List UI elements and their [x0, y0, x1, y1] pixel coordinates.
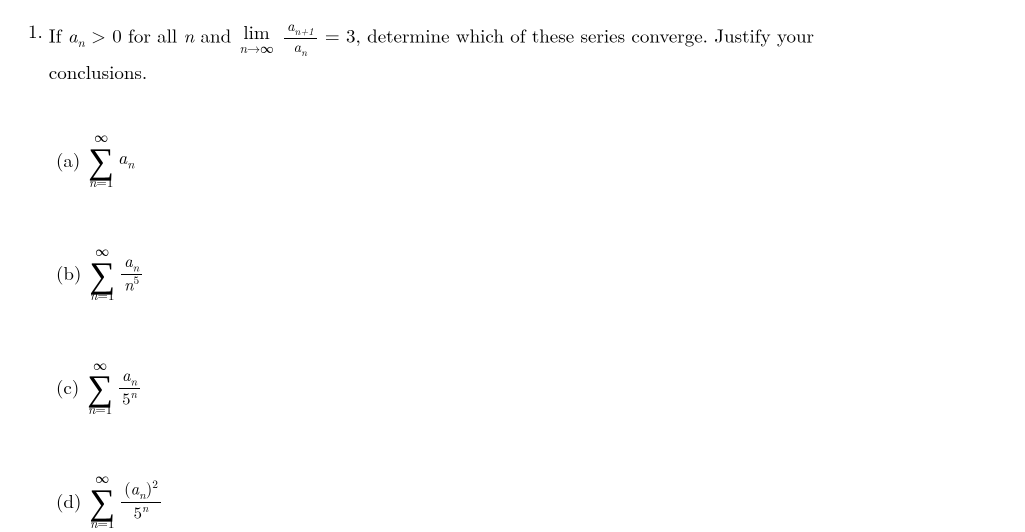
part-c-num-base: a — [122, 362, 131, 386]
part-a-series: ∞ ∑ n=1 an — [88, 130, 134, 188]
ratio-fraction: an+1 an — [284, 18, 317, 59]
text-and: and — [194, 21, 237, 48]
part-c: (c) ∞ ∑ n=1 an 5n — [56, 358, 997, 416]
part-b-num-base: a — [124, 248, 133, 272]
question-number: 1. — [28, 18, 43, 44]
tail-text: determine which of these series converge… — [361, 21, 814, 48]
sum-bottom: n=1 — [87, 402, 113, 415]
part-a-term-base: a — [118, 145, 127, 170]
sum-block: ∞ ∑ n=1 — [88, 130, 114, 188]
sum-bottom-n: n — [90, 513, 97, 532]
sum-block: ∞ ∑ n=1 — [89, 471, 115, 529]
part-d: (d) ∞ ∑ n=1 (an)2 5n — [56, 471, 997, 529]
part-b-den-sup: 5 — [134, 272, 140, 288]
part-b-label: (b) — [56, 259, 81, 286]
part-b-den-base: n — [124, 272, 133, 296]
sum-bottom: n=1 — [89, 516, 115, 529]
limit-bottom: n→∞ — [240, 41, 274, 54]
limit-block: lim n→∞ — [240, 22, 274, 54]
sum-bottom: n=1 — [88, 175, 114, 188]
part-b-den: n5 — [121, 275, 142, 293]
text-gt: > 0 for all — [85, 21, 184, 48]
part-d-den: 5n — [121, 503, 161, 521]
var-a-sub: n — [78, 32, 85, 51]
part-a: (a) ∞ ∑ n=1 an — [56, 130, 997, 188]
question-block: 1. If an > 0 for all n and lim n→∞ an+1 … — [28, 18, 997, 84]
sum-bottom-eq: =1 — [97, 513, 114, 532]
part-a-label: (a) — [56, 146, 80, 173]
part-c-den-base: 5 — [122, 385, 130, 409]
part-b-series: ∞ ∑ n=1 an n5 — [89, 244, 142, 302]
part-d-den-sup: n — [142, 500, 148, 516]
sum-symbol: ∑ — [89, 485, 115, 516]
part-d-fraction: (an)2 5n — [121, 479, 161, 520]
sum-block: ∞ ∑ n=1 — [87, 358, 113, 416]
sum-bottom-eq: =1 — [96, 172, 113, 191]
part-d-label: (d) — [56, 487, 81, 514]
part-b-fraction: an n5 — [121, 252, 142, 293]
sum-symbol: ∑ — [87, 371, 113, 402]
sum-block: ∞ ∑ n=1 — [89, 244, 115, 302]
parts-list: (a) ∞ ∑ n=1 an (b) ∞ ∑ n=1 an — [56, 130, 997, 529]
sum-symbol: ∑ — [89, 258, 115, 289]
part-d-num-base: a — [131, 476, 140, 500]
part-c-den-sup-n: n — [131, 386, 137, 402]
limit-bottom-n: n — [240, 38, 247, 57]
part-c-den: 5n — [119, 389, 140, 407]
equals: = 3, — [325, 21, 361, 48]
sum-bottom-eq: =1 — [97, 285, 114, 304]
ratio-num-base: a — [287, 15, 295, 36]
var-n: n — [184, 21, 195, 48]
ratio-den-sub: n — [301, 45, 307, 60]
part-a-term: an — [118, 145, 134, 173]
part-c-fraction: an 5n — [119, 366, 140, 407]
part-d-den-sup-n: n — [142, 500, 148, 516]
var-a: a — [68, 21, 78, 48]
question-text: If an > 0 for all n and lim n→∞ an+1 an … — [49, 18, 997, 84]
part-d-num-sup: 2 — [152, 476, 158, 492]
page: 1. If an > 0 for all n and lim n→∞ an+1 … — [0, 0, 1025, 529]
part-d-den-base: 5 — [134, 499, 142, 523]
sum-bottom: n=1 — [89, 288, 115, 301]
part-b: (b) ∞ ∑ n=1 an n5 — [56, 244, 997, 302]
part-c-label: (c) — [56, 373, 79, 400]
ratio-den-base: a — [294, 36, 302, 57]
part-c-den-sup: n — [131, 386, 137, 402]
sum-bottom-eq: =1 — [95, 399, 112, 418]
part-d-series: ∞ ∑ n=1 (an)2 5n — [89, 471, 161, 529]
ratio-den: an — [284, 39, 317, 59]
part-a-term-sub: n — [127, 155, 134, 173]
text-if: If — [49, 21, 68, 48]
part-c-series: ∞ ∑ n=1 an 5n — [87, 358, 140, 416]
sum-symbol: ∑ — [88, 144, 114, 175]
question-line2: conclusions. — [49, 58, 147, 85]
limit-arrow: →∞ — [247, 38, 274, 57]
